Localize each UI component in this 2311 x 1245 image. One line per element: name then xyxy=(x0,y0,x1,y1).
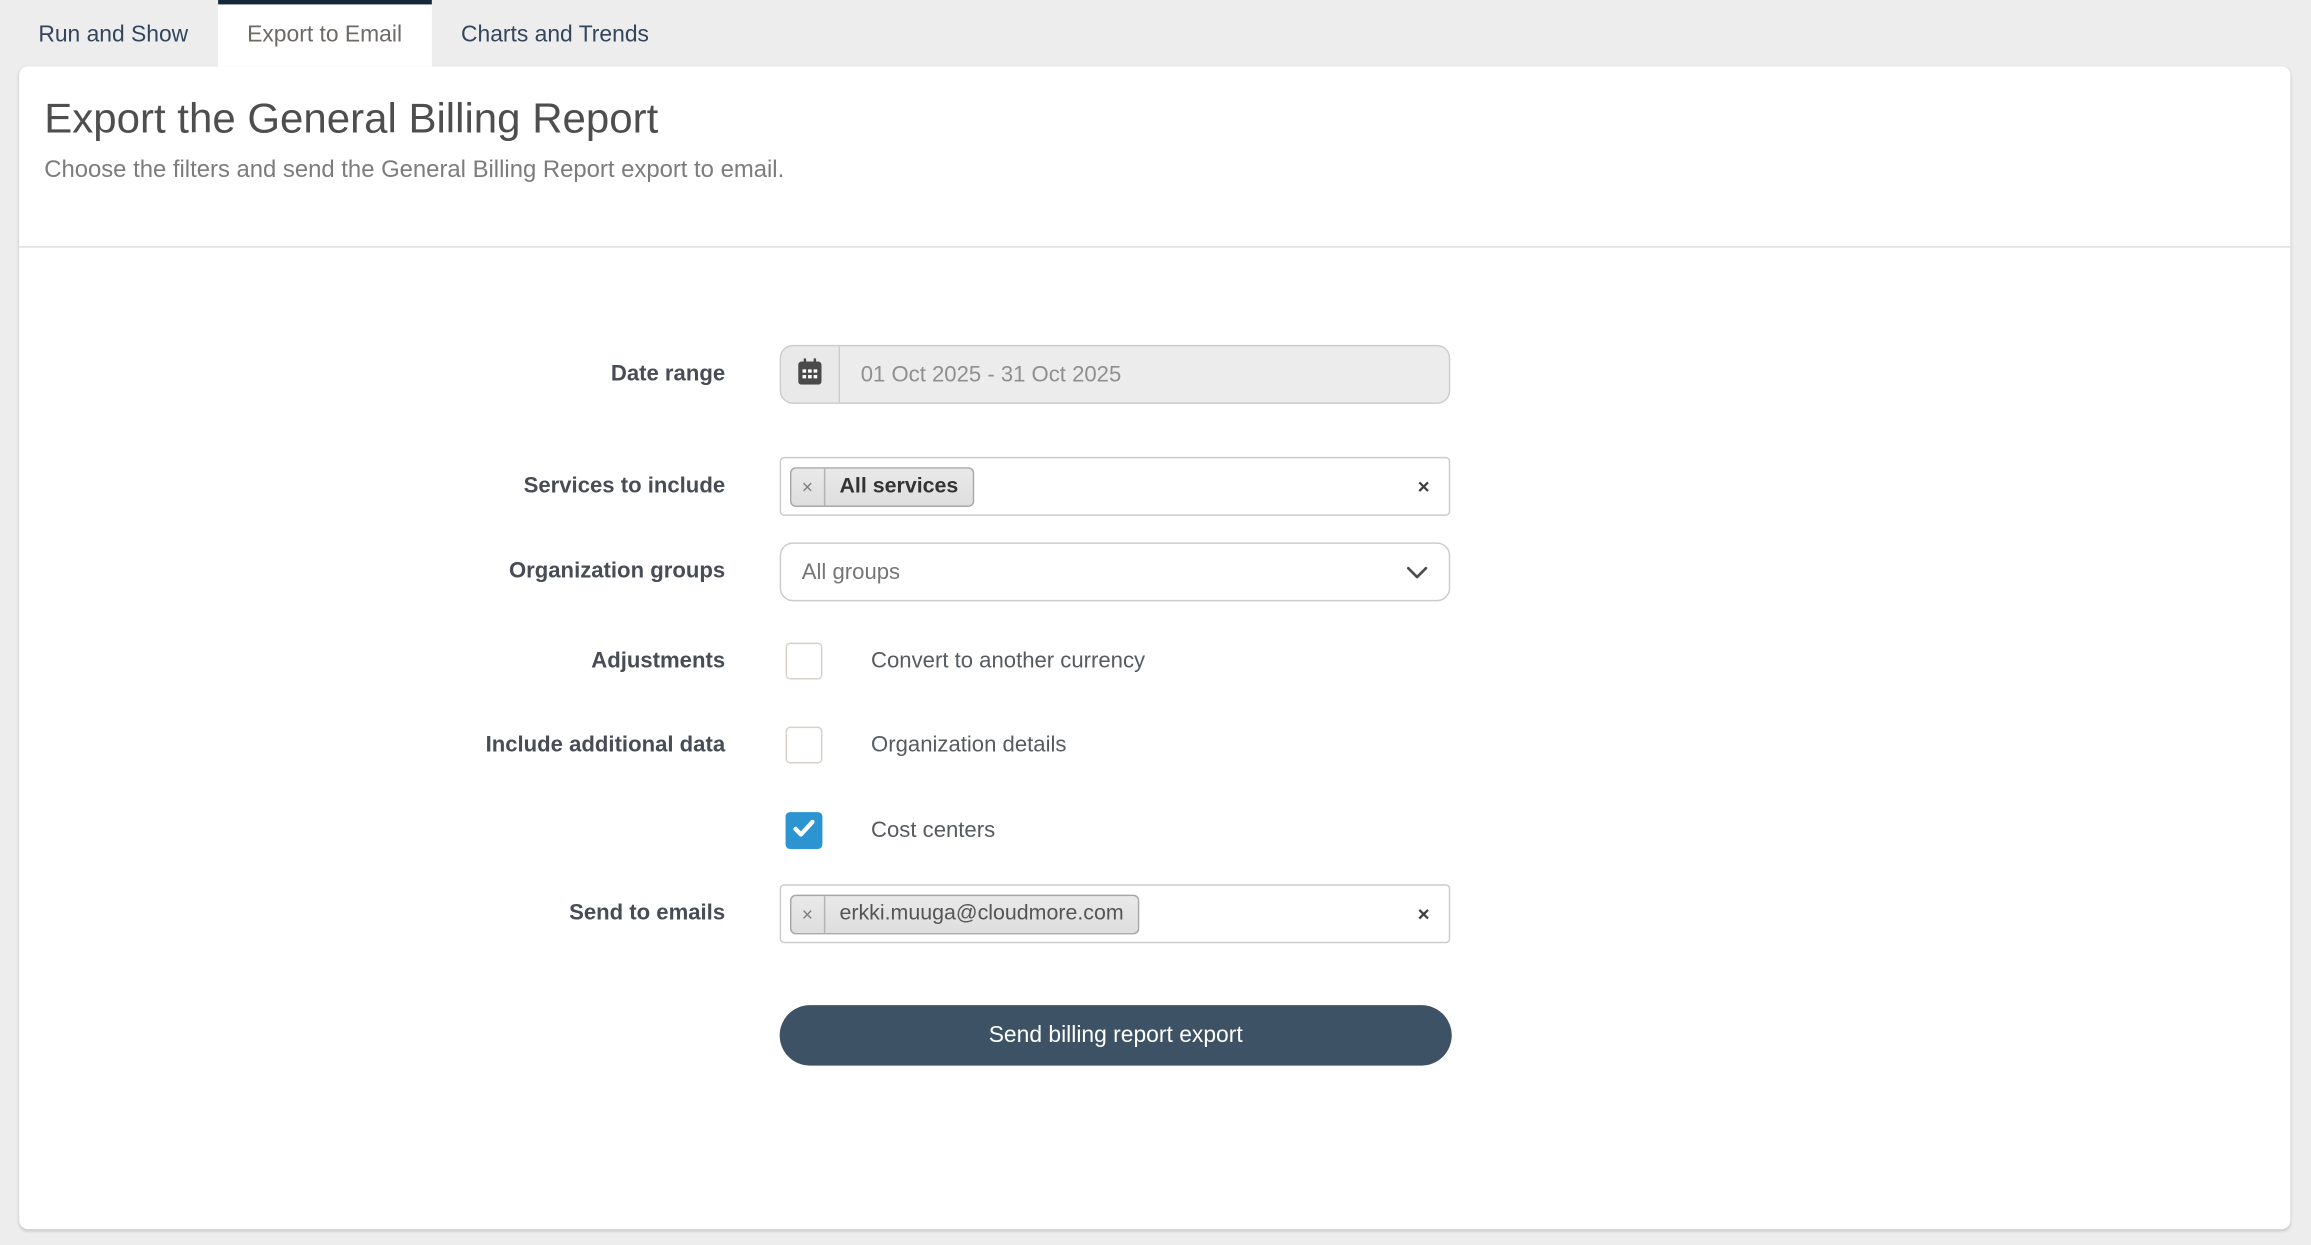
additional-data-label: Include additional data xyxy=(485,732,726,758)
selected-option: All groups xyxy=(801,559,901,585)
date-range-picker[interactable] xyxy=(779,344,1451,404)
tag-remove-icon[interactable]: × xyxy=(791,895,825,933)
calendar-addon[interactable] xyxy=(781,346,841,403)
tag-label: All services xyxy=(839,474,959,499)
adjustments-label: Adjustments xyxy=(591,648,726,674)
tab-export-to-email[interactable]: Export to Email xyxy=(217,0,432,67)
services-row: Services to include × All services × xyxy=(19,456,2290,516)
additional-data-row: Include additional data Organization det… xyxy=(19,726,2290,764)
date-range-label: Date range xyxy=(610,361,726,387)
tab-label: Export to Email xyxy=(247,22,403,48)
tab-charts-and-trends[interactable]: Charts and Trends xyxy=(432,0,679,66)
adjustments-row: Adjustments Convert to another currency xyxy=(19,642,2290,680)
send-to-emails-row: Send to emails × erkki.muuga@cloudmore.c… xyxy=(19,884,2290,944)
services-multiselect[interactable]: × All services × xyxy=(779,456,1451,516)
clear-selection-icon[interactable]: × xyxy=(1417,474,1430,499)
clear-selection-icon[interactable]: × xyxy=(1417,901,1430,926)
cost-centers-checkbox[interactable] xyxy=(785,812,823,849)
convert-currency-checkbox[interactable] xyxy=(785,642,823,680)
checkbox-text: Cost centers xyxy=(871,817,996,844)
calendar-icon xyxy=(797,357,822,391)
organization-groups-label: Organization groups xyxy=(508,558,726,584)
tag-remove-icon[interactable]: × xyxy=(791,467,825,505)
date-range-row: Date range xyxy=(19,344,2290,404)
checkmark-icon xyxy=(793,817,815,844)
emails-multiselect[interactable]: × erkki.muuga@cloudmore.com × xyxy=(779,884,1451,944)
organization-groups-row: Organization groups All groups xyxy=(19,542,2290,602)
panel-header: Export the General Billing Report Choose… xyxy=(19,66,2291,248)
chevron-down-icon xyxy=(1406,565,1428,578)
page-subtitle: Choose the filters and send the General … xyxy=(44,156,785,183)
send-to-emails-label: Send to emails xyxy=(569,900,726,926)
tab-label: Charts and Trends xyxy=(461,22,649,48)
checkbox-text: Convert to another currency xyxy=(871,648,1146,674)
checkbox-text: Organization details xyxy=(871,732,1067,758)
report-tabs: Run and Show Export to Email Charts and … xyxy=(0,0,2311,67)
service-tag: × All services xyxy=(789,466,975,507)
organization-groups-select[interactable]: All groups xyxy=(779,542,1451,602)
organization-details-checkbox[interactable] xyxy=(785,726,823,764)
tag-label: erkki.muuga@cloudmore.com xyxy=(839,901,1124,926)
email-tag: × erkki.muuga@cloudmore.com xyxy=(789,893,1140,934)
tab-run-and-show[interactable]: Run and Show xyxy=(9,0,218,66)
services-label: Services to include xyxy=(523,473,726,499)
tab-label: Run and Show xyxy=(38,22,189,48)
page-title: Export the General Billing Report xyxy=(44,95,659,143)
date-range-input[interactable] xyxy=(840,346,1449,403)
export-form: Date range xyxy=(19,248,2290,1066)
send-billing-report-export-button[interactable]: Send billing report export xyxy=(779,1005,1452,1066)
export-panel: Export the General Billing Report Choose… xyxy=(19,66,2291,1230)
cost-centers-row: Cost centers xyxy=(19,812,2290,849)
